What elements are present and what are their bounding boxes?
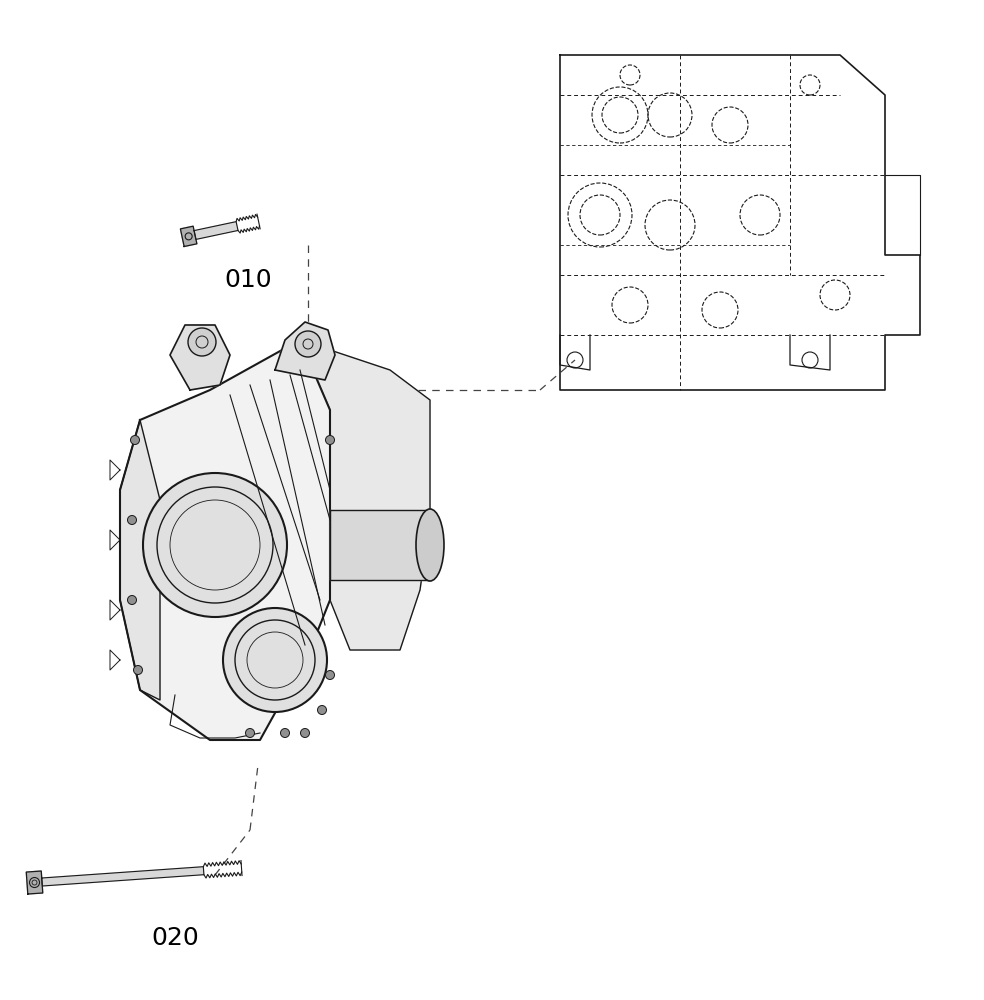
Circle shape xyxy=(128,516,137,524)
Circle shape xyxy=(128,595,137,604)
Circle shape xyxy=(300,728,310,738)
Polygon shape xyxy=(41,867,204,886)
Polygon shape xyxy=(120,420,160,700)
Circle shape xyxy=(326,436,335,444)
Ellipse shape xyxy=(416,509,444,581)
Text: 020: 020 xyxy=(152,926,199,950)
Circle shape xyxy=(280,728,289,738)
Polygon shape xyxy=(27,871,42,894)
Polygon shape xyxy=(330,510,430,580)
Circle shape xyxy=(318,706,327,714)
Circle shape xyxy=(134,666,143,674)
Polygon shape xyxy=(120,340,330,740)
Polygon shape xyxy=(300,340,430,650)
Circle shape xyxy=(188,328,216,356)
Text: 010: 010 xyxy=(224,268,272,292)
Polygon shape xyxy=(180,226,197,247)
Circle shape xyxy=(143,473,287,617)
Polygon shape xyxy=(194,222,238,239)
Circle shape xyxy=(245,728,255,738)
Polygon shape xyxy=(275,322,335,380)
Circle shape xyxy=(131,436,140,444)
Circle shape xyxy=(326,670,335,680)
Circle shape xyxy=(223,608,327,712)
Polygon shape xyxy=(170,325,230,390)
Circle shape xyxy=(295,331,321,357)
